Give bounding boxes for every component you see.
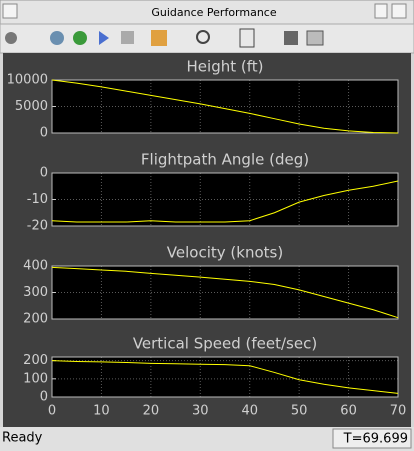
data-line bbox=[51, 180, 399, 223]
x-tick-label: 70 bbox=[390, 404, 407, 419]
y-tick-label: 200 bbox=[23, 312, 48, 327]
stop-button[interactable] bbox=[121, 31, 134, 44]
zoom-button[interactable] bbox=[196, 30, 210, 44]
window-menu-button[interactable] bbox=[2, 3, 18, 19]
status-text: Ready bbox=[2, 431, 43, 446]
y-tick-label: 5000 bbox=[15, 99, 48, 114]
data-line bbox=[51, 266, 399, 319]
step-back-button[interactable] bbox=[50, 31, 64, 45]
data-line bbox=[51, 360, 399, 394]
x-tick-label: 50 bbox=[291, 404, 308, 419]
y-tick-label: 0 bbox=[40, 126, 48, 141]
y-tick-label: 200 bbox=[23, 353, 48, 368]
y-tick-label: 0 bbox=[40, 390, 48, 405]
plot-title: Flightpath Angle (deg) bbox=[141, 151, 309, 169]
data-line bbox=[51, 79, 399, 134]
x-tick-label: 40 bbox=[241, 404, 258, 419]
step-forward-button[interactable] bbox=[99, 31, 109, 45]
axes-background bbox=[52, 357, 398, 397]
close-button[interactable] bbox=[391, 3, 407, 19]
axes-frame bbox=[51, 172, 399, 227]
plot-title: Vertical Speed (feet/sec) bbox=[133, 335, 317, 353]
y-tick-label: -20 bbox=[27, 219, 48, 234]
plot-title: Height (ft) bbox=[187, 58, 264, 76]
x-tick-label: 0 bbox=[48, 404, 56, 419]
x-tick-label: 30 bbox=[192, 404, 209, 419]
y-tick-label: 300 bbox=[23, 285, 48, 300]
y-tick-label: -10 bbox=[27, 192, 48, 207]
x-tick-label: 20 bbox=[143, 404, 160, 419]
cursor-button[interactable] bbox=[306, 30, 324, 46]
y-tick-label: 400 bbox=[23, 259, 48, 274]
maximize-button[interactable] bbox=[374, 3, 388, 19]
x-tick-label: 60 bbox=[340, 404, 357, 419]
axes-frame bbox=[51, 356, 399, 398]
axes-frame bbox=[51, 79, 399, 134]
axes-frame bbox=[51, 265, 399, 320]
highlight-button[interactable] bbox=[151, 30, 167, 46]
y-tick-label: 100 bbox=[23, 371, 48, 386]
trigger-button[interactable] bbox=[284, 31, 298, 45]
y-tick-label: 0 bbox=[40, 166, 48, 181]
window-title: Guidance Performance bbox=[151, 6, 276, 19]
plot-title: Velocity (knots) bbox=[167, 244, 283, 262]
time-text: T=69.699 bbox=[343, 432, 408, 447]
settings-button[interactable] bbox=[5, 32, 17, 44]
run-button[interactable] bbox=[73, 31, 87, 45]
autoscale-button[interactable] bbox=[239, 28, 255, 48]
y-tick-label: 10000 bbox=[7, 73, 48, 88]
time-box bbox=[332, 428, 412, 449]
x-tick-label: 10 bbox=[93, 404, 110, 419]
